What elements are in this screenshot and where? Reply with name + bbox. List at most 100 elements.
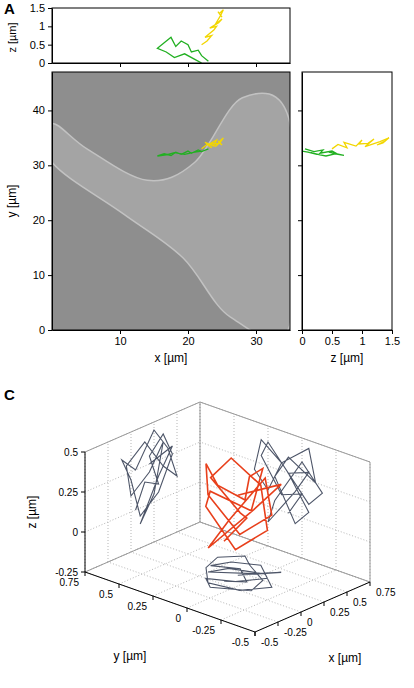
axis-line <box>303 330 393 331</box>
plot-frame <box>52 8 290 63</box>
tick-label: 0.25 <box>330 607 350 618</box>
tick-label: -0.5 <box>232 637 250 648</box>
tick-mark <box>324 602 325 606</box>
grid-line <box>187 558 302 608</box>
grid-line <box>200 442 370 502</box>
tick-mark <box>255 632 256 636</box>
plot-frame <box>302 72 392 330</box>
axis-title: x [µm] <box>329 651 362 665</box>
trajectory-projection <box>332 138 389 149</box>
tick-mark <box>301 612 302 616</box>
tick-mark <box>298 275 302 276</box>
tick-mark <box>298 330 302 331</box>
tick: 0 <box>299 330 305 347</box>
grid-line <box>153 546 268 596</box>
tick-mark <box>256 63 257 67</box>
grid-line <box>85 522 200 572</box>
trajectories-xy <box>157 138 223 156</box>
y-axis-line <box>85 572 255 632</box>
grid-line <box>177 412 178 532</box>
tick-label: 0 <box>175 613 181 624</box>
z-axis: 00.511.5 <box>30 2 53 69</box>
tick: 40 <box>33 104 52 116</box>
plot-background <box>302 72 392 330</box>
tick <box>298 330 302 331</box>
tick-mark <box>120 63 121 67</box>
tick-mark <box>120 330 121 334</box>
tick <box>256 63 257 67</box>
axis-title: z [µm] <box>25 496 39 529</box>
grid-line <box>154 542 324 602</box>
z-axis-line <box>85 452 86 572</box>
tick-label: 0.75 <box>376 587 396 598</box>
tick-mark <box>298 165 302 166</box>
tick-mark <box>48 63 52 64</box>
tick-label: 20 <box>182 335 194 347</box>
tick-mark <box>332 330 333 334</box>
projection-xy <box>206 556 281 591</box>
grid-line <box>200 402 201 522</box>
tick <box>298 220 302 221</box>
trajectory <box>157 149 208 156</box>
tick-label: -0.25 <box>284 627 307 638</box>
y-axis-right-plot <box>298 73 303 331</box>
tick-mark <box>81 492 85 493</box>
cell-shape <box>52 93 290 330</box>
tick-mark <box>85 572 86 576</box>
z-axis-right-plot: 0 0.5 1 1.5 <box>299 330 400 347</box>
tick-mark <box>119 584 120 588</box>
grid-line <box>200 402 370 462</box>
axis-title: y [µm] <box>114 649 147 663</box>
box-edge <box>370 462 371 582</box>
axes-3d: -0.5 -0.25 0 0.25 0.5 0.75 -0.5 -0.25 0 0.25 0.5 0.… <box>55 447 396 648</box>
tick-mark <box>298 220 302 221</box>
axis-title: z [µm] <box>331 351 364 365</box>
tick-mark <box>362 330 363 334</box>
tick-mark <box>255 632 256 636</box>
tick-label: 0 <box>72 527 78 538</box>
trajectories-zy <box>302 138 389 156</box>
tick-mark <box>48 330 52 331</box>
tick-mark <box>48 165 52 166</box>
axis-line <box>52 73 53 331</box>
tick <box>120 63 121 67</box>
tick-label: 1.5 <box>385 335 400 347</box>
tick-mark <box>48 220 52 221</box>
tick-label: 0.5 <box>325 335 340 347</box>
tick-label: 0.25 <box>59 487 79 498</box>
box-edge <box>85 522 200 572</box>
box-edges <box>85 402 370 582</box>
trajectory-3d <box>122 430 323 591</box>
tick-label: 0.5 <box>99 589 113 600</box>
trajectory <box>202 138 224 149</box>
tick-label: 10 <box>114 335 126 347</box>
axis-line <box>52 9 53 64</box>
tick: 20 <box>182 330 194 347</box>
tick-mark <box>221 620 222 624</box>
tick-mark <box>48 275 52 276</box>
tick-label: -0.25 <box>55 567 78 578</box>
tick-label: 30 <box>250 335 262 347</box>
tick-label: 0.25 <box>128 601 148 612</box>
box-edge <box>200 402 370 462</box>
tick-label: 1.5 <box>30 2 45 14</box>
tick <box>298 165 302 166</box>
panel-letter: A <box>4 0 15 17</box>
plot-background <box>52 8 290 63</box>
tick-mark <box>81 532 85 533</box>
tick-label: 0.5 <box>64 447 78 458</box>
tick-label: 1 <box>359 335 365 347</box>
tick-label: 40 <box>33 104 45 116</box>
grid-line <box>221 570 336 620</box>
panel-1: C-0.5-0.2500.250.50.75-0.5-0.2500.250.50… <box>4 386 396 665</box>
grid-line <box>370 462 371 582</box>
trajectory-projection <box>202 10 224 45</box>
x-axis: 10 20 30 <box>53 330 291 347</box>
trajectories-xz <box>157 10 223 63</box>
tick <box>298 275 302 276</box>
x-axis-top-plot <box>53 63 291 67</box>
cell-image <box>52 72 290 330</box>
x-axis-line <box>255 582 370 632</box>
y-axis: 010203040 <box>33 73 53 337</box>
tick-label: -0.5 <box>261 637 279 648</box>
